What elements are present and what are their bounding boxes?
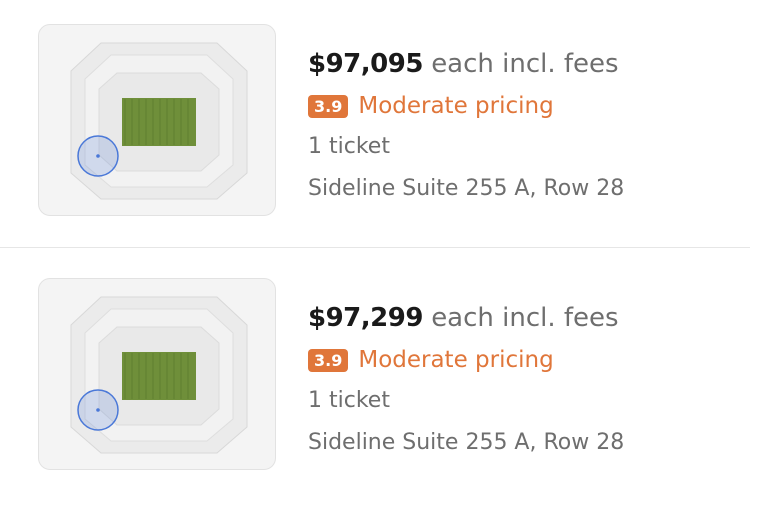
divider bbox=[0, 247, 750, 248]
stadium-seat-map bbox=[38, 278, 276, 470]
field bbox=[122, 98, 196, 146]
rating-label: Moderate pricing bbox=[358, 93, 554, 119]
seat-location: Sideline Suite 255 A, Row 28 bbox=[308, 430, 625, 455]
rating-badge: 3.9 bbox=[308, 94, 349, 118]
ticket-quantity: 1 ticket bbox=[308, 388, 390, 413]
ticket-quantity: 1 ticket bbox=[308, 134, 390, 159]
price-suffix: each incl. fees bbox=[431, 49, 619, 79]
price: $97,095 bbox=[308, 49, 423, 79]
rating-badge: 3.9 bbox=[308, 348, 349, 372]
field bbox=[122, 352, 196, 400]
seat-location: Sideline Suite 255 A, Row 28 bbox=[308, 176, 625, 201]
listing-info: $97,299 each incl. fees 3.9 Moderate pric… bbox=[308, 298, 624, 464]
price-suffix: each incl. fees bbox=[431, 303, 619, 333]
stadium-seat-map bbox=[38, 24, 276, 216]
rating-label: Moderate pricing bbox=[358, 347, 554, 373]
listing-item[interactable]: $97,095 each incl. fees 3.9 Moderate pric… bbox=[0, 0, 772, 220]
listing-item[interactable]: $97,299 each incl. fees 3.9 Moderate pric… bbox=[0, 254, 772, 474]
price: $97,299 bbox=[308, 303, 423, 333]
listing-info: $97,095 each incl. fees 3.9 Moderate pric… bbox=[308, 44, 624, 210]
